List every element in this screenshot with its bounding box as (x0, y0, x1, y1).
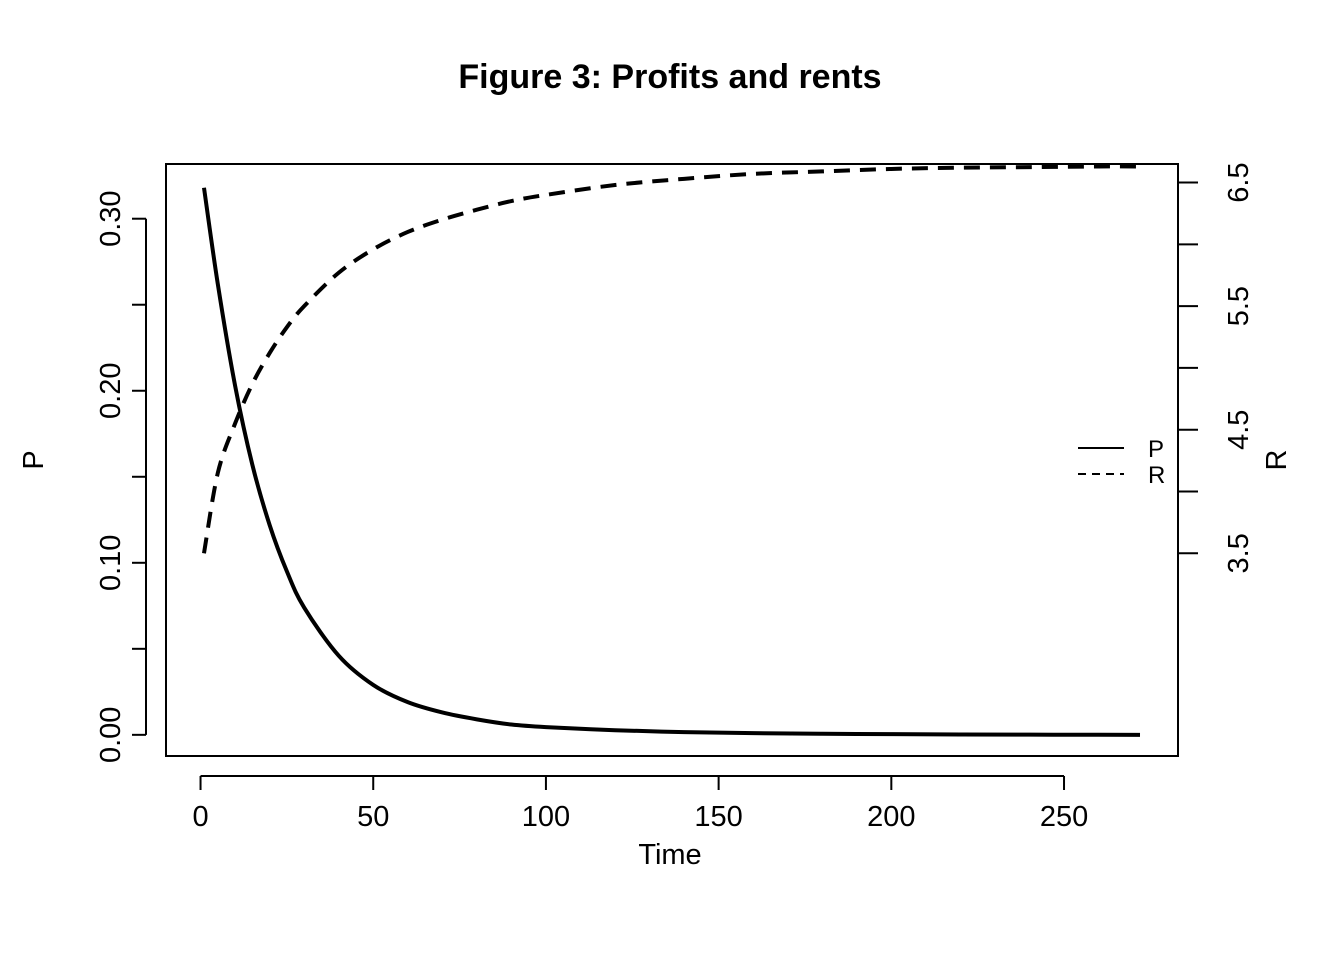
y-left-tick-label: 0.30 (95, 190, 127, 246)
x-tick-label: 100 (522, 801, 570, 833)
x-axis-label: Time (638, 839, 701, 871)
x-tick-label: 150 (694, 801, 742, 833)
series-layer (202, 164, 1141, 737)
y-left-tick-label: 0.10 (95, 535, 127, 591)
series-line-R (202, 164, 1141, 554)
y-left-tick-label: 0.00 (95, 707, 127, 763)
chart-title: Figure 3: Profits and rents (458, 58, 881, 96)
x-tick-label: 50 (357, 801, 389, 833)
y-axis-left: 0.00 0.10 0.20 0.30 (95, 190, 147, 763)
x-tick-label: 200 (867, 801, 915, 833)
y-axis-left-label: P (18, 450, 50, 469)
y-right-tick-label: 4.5 (1223, 410, 1255, 450)
legend-label-P: P (1148, 436, 1164, 463)
y-left-tick-label: 0.20 (95, 363, 127, 419)
plot-frame (165, 163, 1179, 757)
y-axis-right-label: R (1261, 450, 1293, 471)
x-tick-label: 250 (1040, 801, 1088, 833)
legend-label-R: R (1148, 462, 1165, 489)
y-right-tick-label: 5.5 (1223, 286, 1255, 326)
series-line-P (202, 187, 1141, 737)
y-right-tick-label: 6.5 (1223, 162, 1255, 202)
y-right-tick-label: 3.5 (1223, 533, 1255, 573)
x-tick-label: 0 (192, 801, 208, 833)
legend: PR (1078, 436, 1165, 489)
x-axis: 0 50 100 150 200 250 (192, 775, 1088, 833)
y-axis-right: 3.5 4.5 5.5 6.5 (1177, 162, 1255, 573)
